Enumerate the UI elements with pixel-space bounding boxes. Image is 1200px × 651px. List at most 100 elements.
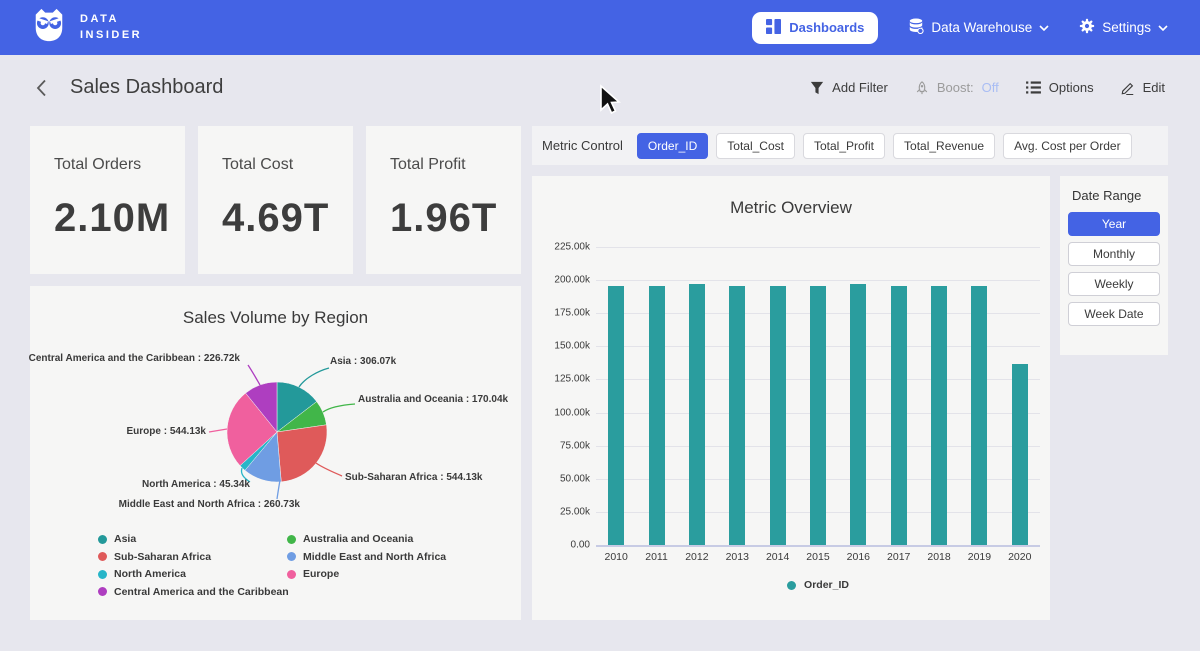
legend-item-central-america-and-the-caribbean[interactable]: Central America and the Caribbean <box>98 586 289 598</box>
x-tick-label: 2011 <box>636 551 676 563</box>
date-range-button-year[interactable]: Year <box>1068 212 1160 236</box>
bar-2017[interactable] <box>891 286 907 545</box>
list-icon <box>1026 81 1041 94</box>
pencil-icon <box>1121 81 1135 95</box>
y-tick-label: 75.00k <box>540 440 590 451</box>
x-tick-label: 2014 <box>757 551 797 563</box>
legend-item-asia[interactable]: Asia <box>98 533 289 545</box>
options-button[interactable]: Options <box>1026 80 1094 95</box>
bar-2015[interactable] <box>810 286 826 545</box>
boost-toggle[interactable]: Boost: Off <box>915 80 999 95</box>
pie-legend-column-2: Australia and Oceania Middle East and Nor… <box>287 533 446 580</box>
date-range-button-monthly[interactable]: Monthly <box>1068 242 1160 266</box>
legend-label: Middle East and North Africa <box>303 551 446 563</box>
kpi-value: 2.10M <box>54 196 175 241</box>
metric-button-total-cost[interactable]: Total_Cost <box>716 133 795 159</box>
y-tick-label: 0.00 <box>540 540 590 551</box>
pie-slice-sub-saharan-africa[interactable] <box>277 425 327 482</box>
legend-dot <box>98 570 107 579</box>
bar-2020[interactable] <box>1012 364 1028 545</box>
metric-control-strip: Metric Control Order_ID Total_Cost Total_P… <box>532 126 1168 165</box>
date-range-panel: Date Range Year Monthly Weekly Week Date <box>1060 176 1168 355</box>
y-tick-label: 25.00k <box>540 506 590 517</box>
navbar-actions: Dashboards Data Warehouse <box>752 12 1168 44</box>
bar-2011[interactable] <box>649 286 665 545</box>
pie-svg <box>217 372 337 492</box>
date-range-button-weekly[interactable]: Weekly <box>1068 272 1160 296</box>
legend-item-australia-and-oceania[interactable]: Australia and Oceania <box>287 533 446 545</box>
dashboards-label: Dashboards <box>789 20 864 35</box>
brand-text: DATA INSIDER <box>80 12 142 44</box>
bar-2016[interactable] <box>850 284 866 545</box>
bar-2013[interactable] <box>729 286 745 545</box>
brand-logo[interactable]: DATA INSIDER <box>30 7 142 48</box>
legend-dot <box>287 552 296 561</box>
bar-2012[interactable] <box>689 284 705 545</box>
pie-callout-sub-saharan-africa: Sub-Saharan Africa : 544.13k <box>345 472 482 483</box>
rocket-icon <box>915 81 929 95</box>
legend-item-north-america[interactable]: North America <box>98 568 289 580</box>
pie-chart-title: Sales Volume by Region <box>30 286 521 328</box>
x-tick-label: 2016 <box>838 551 878 563</box>
y-tick-label: 200.00k <box>540 275 590 286</box>
pie-callout-middle-east-north-africa: Middle East and North Africa : 260.73k <box>119 499 300 510</box>
legend-item-middle-east-and-north-africa[interactable]: Middle East and North Africa <box>287 551 446 563</box>
legend-item-europe[interactable]: Europe <box>287 568 446 580</box>
pie-callout-europe: Europe : 544.13k <box>127 426 206 437</box>
sales-volume-card: Sales Volume by Region Central America a… <box>30 286 521 620</box>
legend-label: North America <box>114 568 186 580</box>
bar-chart-legend: Order_ID <box>596 579 1040 591</box>
date-range-label: Date Range <box>1072 188 1160 203</box>
legend-item-sub-saharan-africa[interactable]: Sub-Saharan Africa <box>98 551 289 563</box>
x-tick-label: 2019 <box>959 551 999 563</box>
x-tick-label: 2017 <box>879 551 919 563</box>
metric-button-order-id[interactable]: Order_ID <box>637 133 708 159</box>
x-tick-label: 2010 <box>596 551 636 563</box>
bars <box>596 247 1040 545</box>
x-tick-label: 2012 <box>677 551 717 563</box>
legend-dot <box>98 552 107 561</box>
back-button[interactable] <box>30 77 52 99</box>
legend-label: Australia and Oceania <box>303 533 413 545</box>
kpi-value: 4.69T <box>222 196 343 241</box>
x-tick-label: 2018 <box>919 551 959 563</box>
pie-callout-asia: Asia : 306.07k <box>330 356 396 367</box>
edit-button[interactable]: Edit <box>1121 80 1165 95</box>
metric-button-total-profit[interactable]: Total_Profit <box>803 133 885 159</box>
bar-2010[interactable] <box>608 286 624 545</box>
kpi-label: Total Orders <box>54 156 175 174</box>
legend-label: Sub-Saharan Africa <box>114 551 211 563</box>
bar-2014[interactable] <box>770 286 786 545</box>
dashboards-button[interactable]: Dashboards <box>752 12 878 44</box>
owl-logo-icon <box>30 7 68 48</box>
bar-chart-title: Metric Overview <box>532 176 1050 218</box>
metric-button-total-revenue[interactable]: Total_Revenue <box>893 133 995 159</box>
metric-control-label: Metric Control <box>542 138 623 153</box>
date-range-button-week-date[interactable]: Week Date <box>1068 302 1160 326</box>
bar-legend-label: Order_ID <box>804 579 849 591</box>
boost-label: Boost: <box>937 80 974 95</box>
add-filter-button[interactable]: Add Filter <box>810 80 888 95</box>
kpi-card-total-profit: Total Profit 1.96T <box>366 126 521 274</box>
bar-2018[interactable] <box>931 286 947 545</box>
y-tick-label: 150.00k <box>540 341 590 352</box>
gridline <box>596 545 1040 547</box>
pie-legend-column-1: Asia Sub-Saharan Africa North America Centr… <box>98 533 289 598</box>
database-icon <box>908 18 924 37</box>
settings-label: Settings <box>1102 20 1151 35</box>
bar-2019[interactable] <box>971 286 987 545</box>
data-warehouse-menu[interactable]: Data Warehouse <box>908 18 1049 37</box>
page-header: Sales Dashboard Add Filter Boost: Off <box>0 55 1200 120</box>
settings-menu[interactable]: Settings <box>1079 18 1168 37</box>
x-tick-label: 2015 <box>798 551 838 563</box>
bar-y-axis: 225.00k200.00k175.00k150.00k125.00k100.0… <box>540 247 590 545</box>
metric-button-avg-cost-per-order[interactable]: Avg. Cost per Order <box>1003 133 1132 159</box>
top-navbar: DATA INSIDER Dashboards <box>0 0 1200 55</box>
kpi-label: Total Cost <box>222 156 343 174</box>
kpi-label: Total Profit <box>390 156 511 174</box>
header-actions: Add Filter Boost: Off <box>810 80 1165 95</box>
gear-icon <box>1079 18 1095 37</box>
x-tick-label: 2013 <box>717 551 757 563</box>
pie-callout-north-america: North America : 45.34k <box>142 479 250 490</box>
x-labels: 2010201120122013201420152016201720182019… <box>596 551 1040 563</box>
